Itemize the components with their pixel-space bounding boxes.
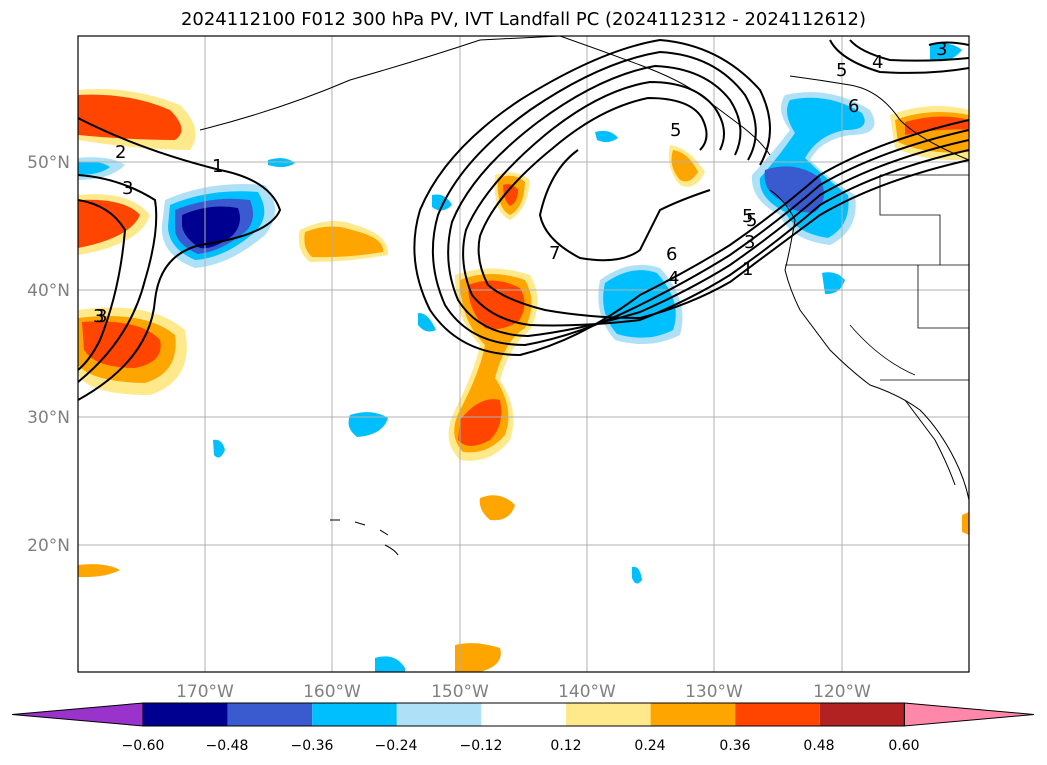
contour-label: 3 xyxy=(93,306,104,327)
contour-label: 3 xyxy=(122,178,133,199)
colorbar-ticks: −0.60 −0.48 −0.36 −0.24 −0.12 0.12 0.24 … xyxy=(122,738,920,754)
colorbar-tick: −0.48 xyxy=(206,738,249,754)
colorbar-tick: 0.12 xyxy=(550,738,581,754)
colorbar-frame xyxy=(142,702,905,727)
colorbar-tick: −0.36 xyxy=(291,738,334,754)
colorbar-segment xyxy=(819,703,905,726)
colorbar-segment xyxy=(481,703,566,726)
colorbar-extend-high xyxy=(903,702,1035,727)
contour-label: 1 xyxy=(212,156,223,177)
lat-label: 20°N xyxy=(27,536,70,556)
contour-labels: 1 3 2 3 5 6 4 5 3 5 7 6 4 5 3 1 3 xyxy=(93,39,947,327)
map-frame xyxy=(77,35,970,673)
map-title: 2024112100 F012 300 hPa PV, IVT Landfall… xyxy=(180,9,867,30)
lon-label: 150°W xyxy=(431,682,489,702)
colorbar-tick: 0.48 xyxy=(803,738,834,754)
colorbar xyxy=(11,702,1035,727)
colorbar-tick: 0.24 xyxy=(634,738,665,754)
contour-label: 7 xyxy=(549,243,560,264)
colorbar-segment xyxy=(312,703,397,726)
contour-label: 6 xyxy=(848,96,859,117)
colorbar-segment xyxy=(650,703,736,726)
contour-label: 5 xyxy=(670,120,681,141)
colorbar-tick: 0.60 xyxy=(888,738,919,754)
map-area: 1 3 2 3 5 6 4 5 3 5 7 6 4 5 3 1 3 xyxy=(78,36,969,672)
colorbar-tick: 0.36 xyxy=(719,738,750,754)
latitude-labels: 50°N 40°N 30°N 20°N xyxy=(27,153,70,556)
contour-label: 3 xyxy=(744,232,755,253)
contour-label: 1 xyxy=(742,259,753,280)
longitude-labels: 170°W 160°W 150°W 140°W 130°W 120°W xyxy=(176,682,871,702)
lon-label: 160°W xyxy=(303,682,361,702)
colorbar-segment xyxy=(143,703,228,726)
state-borders xyxy=(785,174,969,381)
colorbar-segment xyxy=(396,703,482,726)
contour-label: 4 xyxy=(668,268,679,289)
colorbar-segment xyxy=(566,703,651,726)
colorbar-extend-low xyxy=(11,702,144,727)
contour-label: 3 xyxy=(936,39,947,60)
lon-label: 140°W xyxy=(558,682,616,702)
colorbar-tick: −0.60 xyxy=(122,738,165,754)
ivt-contours xyxy=(78,38,969,401)
colorbar-tick: −0.24 xyxy=(375,738,418,754)
contour-label: 5 xyxy=(836,60,847,81)
pv-anomaly-fill xyxy=(78,43,969,672)
lon-label: 170°W xyxy=(176,682,234,702)
contour-label: 4 xyxy=(872,52,883,73)
lat-label: 30°N xyxy=(27,408,70,428)
lon-label: 130°W xyxy=(685,682,743,702)
contour-label: 3 xyxy=(96,306,107,327)
colorbar-segment xyxy=(735,703,820,726)
contour-label: 6 xyxy=(666,244,677,265)
contour-label: 2 xyxy=(115,142,126,163)
lon-label: 120°W xyxy=(813,682,871,702)
lat-label: 40°N xyxy=(27,281,70,301)
graticule xyxy=(78,36,969,672)
contour-label: 5 xyxy=(746,210,757,231)
contour-label: 5 xyxy=(742,206,753,227)
lat-label: 50°N xyxy=(27,153,70,173)
colorbar-segment xyxy=(227,703,313,726)
colorbar-tick: −0.12 xyxy=(460,738,503,754)
